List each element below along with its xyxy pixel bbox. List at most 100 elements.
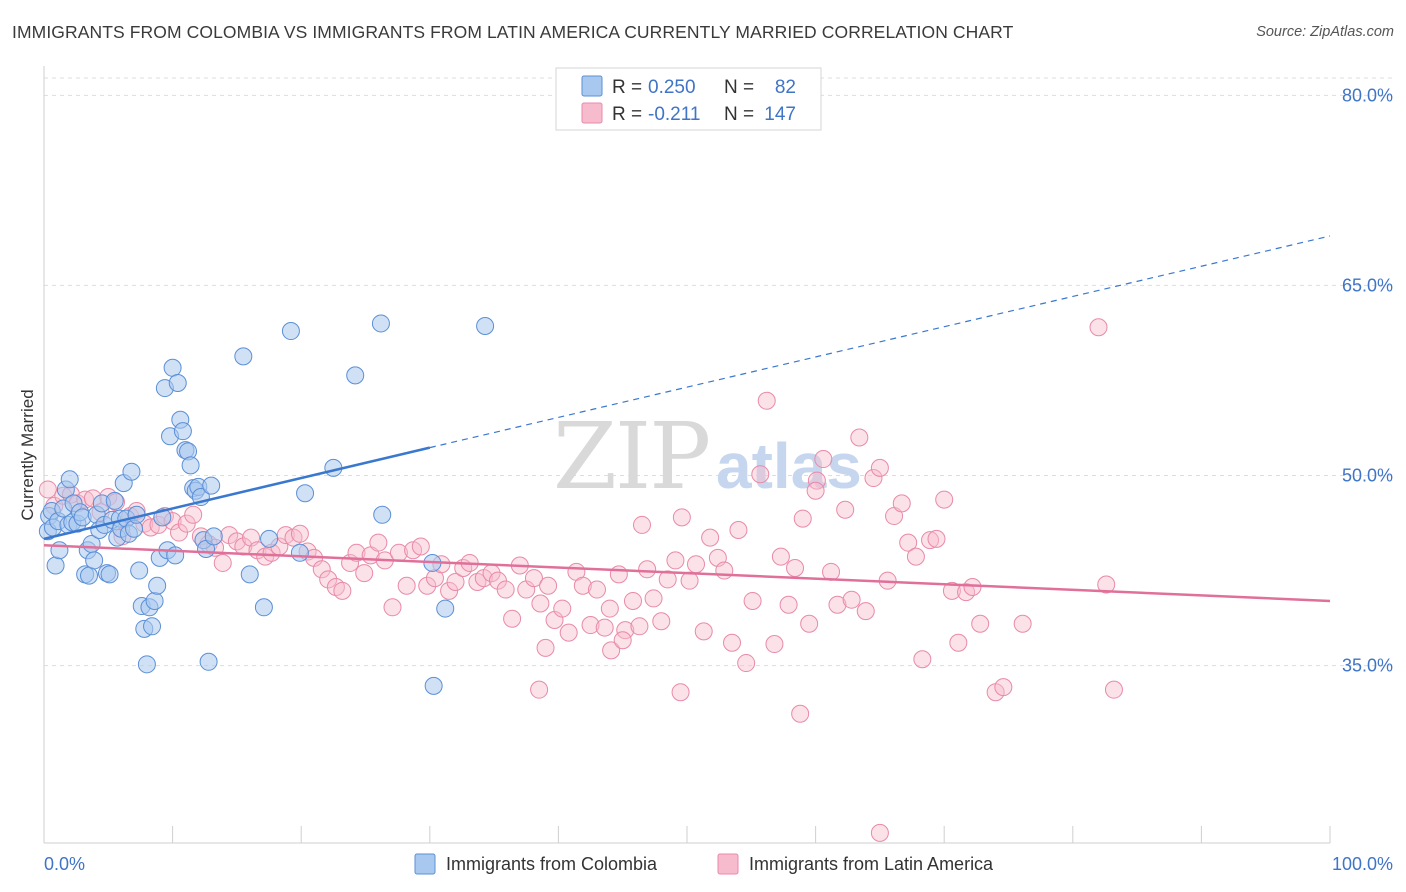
legend-r-label-colombia: R = bbox=[612, 77, 642, 98]
bottom-legend-label-latin-america: Immigrants from Latin America bbox=[749, 854, 994, 874]
point-latin-america bbox=[602, 641, 621, 660]
point-latin-america bbox=[609, 565, 628, 584]
legend-n-label-colombia: N = bbox=[724, 77, 754, 98]
point-latin-america bbox=[687, 555, 706, 574]
point-colombia bbox=[199, 652, 218, 671]
point-latin-america bbox=[333, 581, 352, 600]
point-colombia bbox=[130, 561, 149, 580]
point-latin-america bbox=[836, 500, 855, 519]
point-latin-america bbox=[1104, 680, 1123, 699]
point-latin-america bbox=[581, 616, 600, 635]
point-latin-america bbox=[899, 533, 918, 552]
point-colombia bbox=[296, 484, 315, 503]
point-latin-america bbox=[913, 650, 932, 669]
trend-line-colombia bbox=[43, 446, 431, 541]
point-latin-america bbox=[290, 524, 309, 543]
x-axis-ticks bbox=[172, 826, 1331, 843]
point-colombia bbox=[46, 556, 65, 575]
point-latin-america bbox=[213, 553, 232, 572]
point-colombia bbox=[436, 599, 455, 618]
point-latin-america bbox=[680, 571, 699, 590]
point-colombia bbox=[240, 565, 259, 584]
point-latin-america bbox=[723, 633, 742, 652]
point-colombia bbox=[202, 476, 221, 495]
point-latin-america bbox=[397, 576, 416, 595]
legend-r-label-latin-america: R = bbox=[612, 104, 642, 125]
watermark-zip: ZIP bbox=[553, 403, 709, 510]
point-colombia bbox=[100, 565, 119, 584]
point-latin-america bbox=[38, 480, 57, 499]
point-latin-america bbox=[771, 547, 790, 566]
point-latin-america bbox=[729, 520, 748, 539]
point-latin-america bbox=[319, 570, 338, 589]
point-colombia bbox=[137, 655, 156, 674]
point-latin-america bbox=[553, 599, 572, 618]
y-tick-label: 65.0% bbox=[1342, 275, 1393, 295]
point-latin-america bbox=[671, 683, 690, 702]
point-latin-america bbox=[757, 391, 776, 410]
chart-title: IMMIGRANTS FROM COLOMBIA VS IMMIGRANTS F… bbox=[12, 22, 1014, 42]
point-colombia bbox=[80, 566, 99, 585]
point-latin-america bbox=[613, 631, 632, 650]
point-latin-america bbox=[814, 450, 833, 469]
point-latin-america bbox=[806, 481, 825, 500]
point-latin-america bbox=[715, 561, 734, 580]
point-colombia bbox=[371, 314, 390, 333]
point-latin-america bbox=[751, 465, 770, 484]
point-colombia bbox=[50, 541, 69, 560]
legend-n-label-latin-america: N = bbox=[724, 104, 754, 125]
point-latin-america bbox=[184, 505, 203, 524]
point-latin-america bbox=[850, 428, 869, 447]
watermark-atlas: atlas bbox=[716, 430, 862, 502]
point-colombia bbox=[346, 366, 365, 385]
point-latin-america bbox=[559, 623, 578, 642]
point-colombia bbox=[204, 527, 223, 546]
point-latin-america bbox=[963, 578, 982, 597]
point-latin-america bbox=[524, 569, 543, 588]
point-latin-america bbox=[892, 494, 911, 513]
point-latin-america bbox=[1089, 318, 1108, 337]
point-latin-america bbox=[573, 576, 592, 595]
point-colombia bbox=[105, 491, 124, 510]
series-colombia-points bbox=[38, 314, 495, 695]
point-colombia bbox=[148, 576, 167, 595]
point-colombia bbox=[181, 456, 200, 475]
bottom-legend-swatch-latin-america bbox=[717, 853, 739, 875]
point-latin-america bbox=[440, 581, 459, 600]
point-colombia bbox=[60, 470, 79, 489]
point-latin-america bbox=[616, 621, 635, 640]
point-latin-america bbox=[312, 560, 331, 579]
source-label: Source: ZipAtlas.com bbox=[1256, 24, 1394, 40]
legend-swatch-colombia bbox=[581, 75, 603, 97]
point-colombia bbox=[424, 676, 443, 695]
point-latin-america bbox=[418, 576, 437, 595]
point-latin-america bbox=[600, 599, 619, 618]
watermark: ZIP atlas bbox=[553, 403, 862, 510]
bottom-legend-swatch-colombia bbox=[414, 853, 436, 875]
point-latin-america bbox=[765, 635, 784, 654]
trend-line-latin-america bbox=[43, 543, 1331, 603]
point-latin-america bbox=[828, 595, 847, 614]
point-colombia bbox=[476, 316, 495, 335]
point-latin-america bbox=[530, 680, 549, 699]
point-latin-america bbox=[779, 595, 798, 614]
point-latin-america bbox=[971, 614, 990, 633]
point-colombia bbox=[168, 374, 187, 393]
point-colombia bbox=[234, 347, 253, 366]
point-latin-america bbox=[942, 581, 961, 600]
point-latin-america bbox=[539, 576, 558, 595]
trend-lines bbox=[43, 235, 1331, 603]
point-latin-america bbox=[927, 529, 946, 548]
point-latin-america bbox=[177, 514, 196, 533]
legend-n-value-latin-america: 147 bbox=[764, 104, 796, 125]
trend-line-colombia-extension bbox=[429, 235, 1331, 449]
point-latin-america bbox=[800, 614, 819, 633]
point-colombia bbox=[254, 598, 273, 617]
point-colombia bbox=[260, 529, 279, 548]
point-latin-america bbox=[1013, 614, 1032, 633]
point-latin-america bbox=[694, 622, 713, 641]
point-latin-america bbox=[856, 602, 875, 621]
y-tick-label: 50.0% bbox=[1342, 466, 1393, 486]
point-latin-america bbox=[921, 531, 940, 550]
point-colombia bbox=[85, 551, 104, 570]
